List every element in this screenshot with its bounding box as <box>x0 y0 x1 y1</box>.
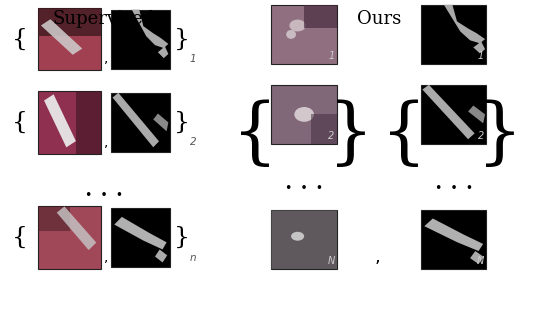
Polygon shape <box>155 250 167 262</box>
Ellipse shape <box>291 232 304 241</box>
Polygon shape <box>132 10 168 48</box>
Text: •  •  •: • • • <box>285 182 323 195</box>
Bar <box>271 210 337 269</box>
Bar <box>271 85 337 144</box>
Text: {: { <box>381 100 428 171</box>
Polygon shape <box>470 251 484 264</box>
Bar <box>311 114 337 144</box>
Text: 1: 1 <box>478 52 484 61</box>
Text: Supervised: Supervised <box>53 10 155 28</box>
Bar <box>38 91 101 154</box>
Bar <box>421 210 486 269</box>
Bar <box>38 206 101 269</box>
Bar <box>271 5 337 64</box>
Bar <box>111 93 170 152</box>
Text: }: } <box>174 111 189 134</box>
Text: Ours: Ours <box>357 10 401 28</box>
Text: }: } <box>174 226 189 249</box>
Text: {: { <box>12 226 28 249</box>
Text: N: N <box>477 256 484 266</box>
Polygon shape <box>473 42 485 53</box>
Bar <box>304 5 337 28</box>
Text: N: N <box>327 256 335 266</box>
Text: •  •  •: • • • <box>435 182 473 195</box>
Polygon shape <box>424 219 483 251</box>
Polygon shape <box>422 85 475 139</box>
Bar <box>421 85 486 144</box>
Polygon shape <box>444 5 485 43</box>
Text: }: } <box>174 28 189 51</box>
Text: ,: , <box>104 135 108 148</box>
Text: {: { <box>232 100 278 171</box>
Polygon shape <box>44 94 76 147</box>
Polygon shape <box>468 106 485 123</box>
Text: 2: 2 <box>189 137 196 147</box>
Bar <box>271 210 337 269</box>
Polygon shape <box>41 19 83 55</box>
Polygon shape <box>114 217 167 250</box>
Text: ,: , <box>375 248 381 266</box>
Text: }: } <box>328 100 373 171</box>
Ellipse shape <box>289 20 306 31</box>
Bar <box>111 10 170 69</box>
Text: •  •  •: • • • <box>85 189 122 202</box>
Text: {: { <box>12 28 28 51</box>
Bar <box>76 91 101 154</box>
Bar <box>38 206 70 231</box>
Polygon shape <box>112 93 159 147</box>
Text: 2: 2 <box>478 132 484 141</box>
Bar <box>421 5 486 64</box>
Text: ,: , <box>104 250 108 264</box>
Text: 1: 1 <box>329 52 335 61</box>
Bar <box>111 208 170 267</box>
Ellipse shape <box>286 30 296 39</box>
Text: n: n <box>189 252 196 262</box>
Polygon shape <box>57 206 96 250</box>
Text: 1: 1 <box>189 54 196 64</box>
Polygon shape <box>153 114 168 131</box>
Polygon shape <box>158 46 168 58</box>
Text: 2: 2 <box>329 132 335 141</box>
Text: }: } <box>478 100 523 171</box>
Bar <box>38 8 101 70</box>
Bar <box>38 8 101 36</box>
Text: ,: , <box>104 52 108 65</box>
Text: {: { <box>12 111 28 134</box>
Ellipse shape <box>294 107 314 122</box>
